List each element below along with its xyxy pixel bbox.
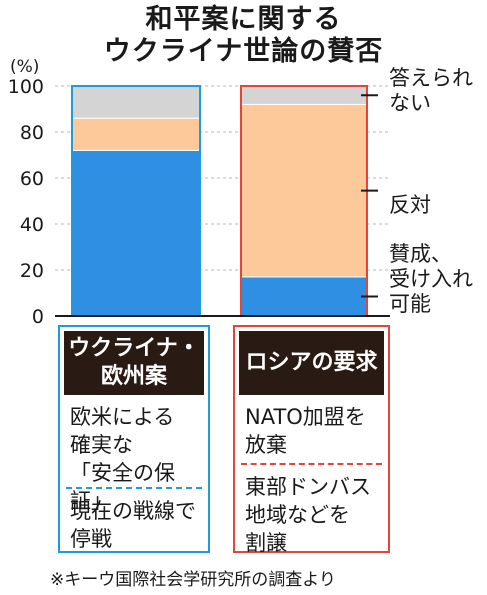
y-tick-label-20: 20	[20, 260, 44, 282]
legend-label-oppose: 反対	[389, 193, 431, 217]
legend-label-no_answer: 答えられない	[389, 66, 473, 115]
y-tick-label-60: 60	[20, 168, 44, 190]
bar-segment-russia-2	[240, 85, 368, 105]
russia-demands-header: ロシアの要求	[239, 331, 384, 395]
bar-segment-russia-0	[240, 276, 368, 317]
russia-demands-divider	[241, 463, 382, 465]
bar-segment-russia-1	[240, 103, 368, 278]
source-footnote: ※キーウ国際社会学研究所の調査より	[50, 570, 336, 590]
y-unit-label: (%)	[10, 57, 39, 77]
russia-demands-box: ロシアの要求 NATO加盟を 放棄 東部ドンバス 地域などを 割譲	[233, 325, 390, 555]
bar-segment-ukraine-0	[71, 149, 201, 317]
y-tick-label-80: 80	[20, 122, 44, 144]
chart-title-line2: ウクライナ世論の賛否	[103, 36, 384, 67]
ukraine-proposal-item-security: 欧米による 確実な 「安全の保証」	[70, 405, 175, 513]
y-tick-label-0: 0	[32, 306, 44, 328]
ukraine-proposal-header: ウクライナ・ 欧州案	[64, 331, 204, 395]
y-tick-label-100: 100	[8, 76, 44, 98]
y-tick-label-40: 40	[20, 214, 44, 236]
russia-demands-item-nato: NATO加盟を 放棄	[245, 405, 366, 457]
ukraine-proposal-item-ceasefire: 現在の戦線で 停戦	[70, 499, 196, 551]
chart-title-line1: 和平案に関する	[145, 4, 342, 35]
bar-segment-ukraine-2	[71, 85, 201, 119]
russia-demands-item-donbas: 東部ドンバス 地域などを 割譲	[245, 475, 371, 555]
legend-label-support: 賛成、受け入れ可能	[389, 242, 473, 316]
ukraine-proposal-box: ウクライナ・ 欧州案 欧米による 確実な 「安全の保証」 現在の戦線で 停戦	[58, 325, 210, 553]
ukraine-proposal-divider	[66, 487, 202, 489]
bar-segment-ukraine-1	[71, 117, 201, 151]
